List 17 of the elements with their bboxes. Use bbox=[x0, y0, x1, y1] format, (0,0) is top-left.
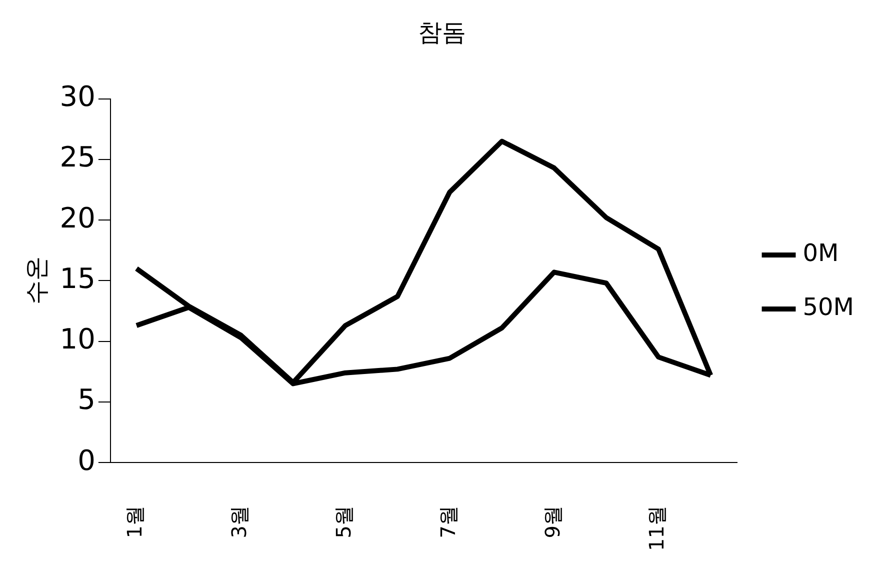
y-axis-title: 수온 bbox=[22, 256, 51, 305]
y-tick-label: 0 bbox=[78, 444, 96, 477]
x-tick-label: 11월 bbox=[644, 506, 669, 552]
x-tick-label: 5월 bbox=[332, 506, 356, 538]
y-tick-label: 30 bbox=[60, 80, 96, 114]
chart-title: 참돔 bbox=[418, 18, 466, 47]
x-tick-label: 7월 bbox=[436, 506, 460, 538]
y-tick-label: 25 bbox=[60, 140, 96, 174]
legend-label: 50M bbox=[802, 293, 854, 322]
y-tick-label: 10 bbox=[60, 322, 96, 356]
y-tick-label: 15 bbox=[60, 262, 96, 295]
y-tick-label: 20 bbox=[60, 201, 96, 234]
x-tick-label: 1월 bbox=[122, 506, 147, 538]
legend-label: 0M bbox=[802, 239, 839, 268]
x-tick-label: 3월 bbox=[227, 506, 252, 538]
x-tick-label: 9월 bbox=[540, 506, 564, 538]
y-tick-label: 5 bbox=[78, 383, 96, 416]
